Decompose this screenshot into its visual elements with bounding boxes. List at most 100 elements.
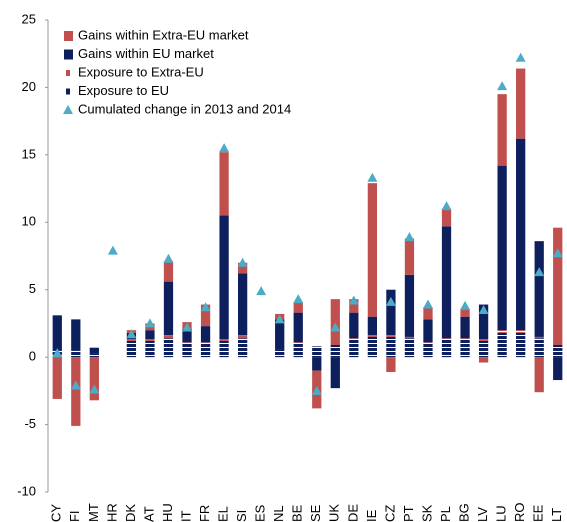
bar-segment [460, 316, 470, 339]
x-tick-label: LU [494, 505, 509, 522]
bar-segment [293, 343, 303, 358]
marker [478, 304, 489, 314]
y-tick-label: 5 [29, 281, 36, 296]
y-tick-label: 25 [22, 11, 36, 26]
bar-segment [441, 339, 452, 358]
x-tick-label: DK [123, 504, 138, 522]
marker [107, 245, 118, 255]
bar-segment [349, 299, 359, 313]
y-tick-label: -5 [24, 416, 36, 431]
marker [422, 299, 433, 309]
bar-segment [126, 339, 137, 341]
bar-segment [460, 338, 470, 340]
bar-segment [386, 335, 396, 337]
bar-segment [423, 343, 433, 358]
bar-segment [71, 319, 81, 351]
bar-segment [441, 226, 452, 339]
x-tick-label: LT [549, 508, 564, 522]
marker [182, 322, 193, 332]
bar-segment [219, 340, 229, 358]
bar-segment [423, 319, 433, 343]
x-tick-label: CZ [382, 505, 397, 522]
bar-segment [404, 338, 415, 358]
marker [70, 380, 81, 390]
bar-segment [367, 335, 378, 337]
x-tick-label: UK [327, 504, 342, 522]
marker [237, 257, 248, 267]
bar-segment [441, 208, 452, 227]
marker [89, 384, 100, 394]
x-tick-label: NL [271, 505, 286, 522]
bar-segment [200, 326, 211, 343]
bar-segment [219, 215, 229, 340]
bar-segment [349, 338, 359, 340]
bar-segment [200, 342, 211, 344]
legend-swatch [66, 88, 70, 95]
bar-segment [404, 238, 415, 275]
bar-segment [553, 357, 563, 381]
bar-segment [478, 357, 489, 363]
legend-label: Exposure to Extra-EU [78, 64, 204, 79]
bar-segment [534, 241, 544, 337]
bar-segment [460, 339, 470, 358]
bar-segment [478, 339, 489, 341]
bar-segment [237, 338, 248, 358]
x-tick-label: PL [438, 506, 453, 522]
y-tick-label: 0 [29, 349, 36, 364]
bar-segment [330, 357, 340, 389]
marker [126, 329, 137, 339]
bar-segment [52, 315, 62, 351]
bar-segment [312, 346, 322, 358]
bar-segment [219, 152, 229, 216]
bar-segment [52, 357, 62, 399]
bar-segment [386, 336, 396, 358]
bar-segment [200, 343, 211, 358]
bar-segment [478, 304, 489, 340]
bar-segment [367, 316, 378, 336]
bar-segment [219, 339, 229, 341]
bar-segment [534, 338, 544, 358]
bar-segment [182, 342, 192, 344]
legend-swatch [64, 49, 73, 60]
x-tick-label: SK [419, 504, 434, 522]
bar-segment [404, 336, 415, 339]
x-tick-label: IE [364, 509, 379, 522]
x-tick-label: ES [253, 504, 268, 522]
bar-segment [460, 308, 470, 317]
marker [497, 81, 508, 91]
bar-segment [349, 312, 359, 339]
x-tick-label: MT [86, 503, 101, 522]
bar-segment [237, 273, 248, 336]
bar-segment [237, 262, 248, 274]
bar-segment [200, 304, 211, 327]
bar-segment [497, 165, 507, 331]
bar-segment [89, 353, 99, 358]
bar-segment [497, 330, 507, 333]
bar-segment [404, 274, 415, 337]
marker [552, 248, 563, 258]
marker [515, 52, 526, 62]
x-tick-label: IT [178, 510, 193, 522]
bar-segment [145, 339, 155, 341]
marker [219, 143, 230, 153]
marker [367, 172, 378, 182]
x-tick-label: FI [67, 510, 82, 522]
bar-segment [182, 343, 192, 358]
bar-segment [386, 357, 396, 372]
bar-segment [367, 336, 378, 358]
marker [385, 296, 396, 306]
bar-segment [516, 330, 526, 333]
marker [52, 348, 63, 358]
bar-segment [497, 94, 507, 166]
bar-segment [145, 340, 155, 358]
bar-segment [330, 345, 340, 358]
bar-segment [516, 138, 526, 331]
bar-segment [163, 261, 174, 282]
bar-segment [182, 328, 192, 343]
y-tick-label: 15 [22, 146, 36, 161]
x-tick-label: SI [234, 510, 249, 522]
bar-segment [497, 332, 507, 358]
bar-segment [89, 347, 99, 354]
bar-segment [293, 312, 303, 343]
